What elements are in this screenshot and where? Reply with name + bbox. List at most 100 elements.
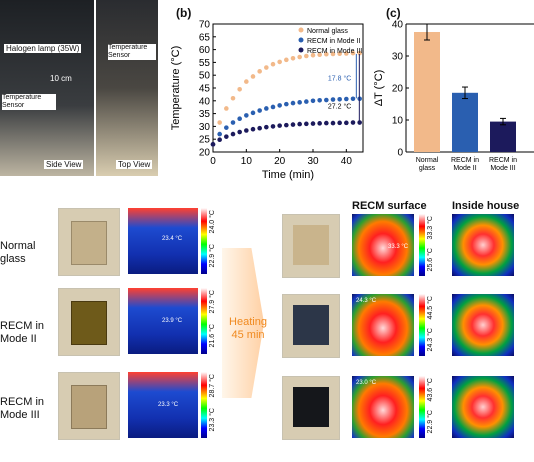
category-label-2: Mode III [490, 165, 515, 172]
data-point-0 [230, 95, 236, 101]
readout-1: 23.4 °C [162, 236, 183, 242]
bar-0 [414, 32, 440, 152]
data-point-0 [257, 69, 262, 74]
data-point-1 [277, 103, 282, 108]
scale-s3-max: 43.6 °C [427, 378, 434, 402]
data-point-1 [284, 101, 289, 107]
surface-readout-3: 23.0 °C [356, 380, 377, 386]
thermal-surface-r3 [352, 376, 414, 438]
data-point-0 [357, 50, 362, 56]
colorbar-3 [201, 372, 207, 438]
data-point-1 [297, 100, 302, 105]
data-point-1 [237, 116, 242, 122]
distance-label: 10 cm [50, 74, 72, 83]
data-point-0 [337, 51, 342, 56]
data-point-1 [224, 125, 229, 130]
annotation-2: 27.2 °C [328, 102, 351, 110]
photo-normal-glass [58, 208, 120, 276]
data-point-2 [357, 120, 362, 125]
side-view-label: Side View [44, 160, 84, 169]
annotation-1: 17.8 °C [328, 74, 351, 82]
y-tick-label: 10 [392, 116, 404, 127]
panel-c-tag: (c) [386, 6, 401, 20]
data-point-0 [284, 57, 289, 63]
data-point-0 [350, 50, 356, 56]
data-point-0 [304, 53, 309, 59]
y-tick-label: 30 [392, 52, 404, 63]
setup-top-photo [96, 0, 158, 176]
top-view-label: Top View [116, 160, 153, 169]
scale-1-min: 22.9 °C [209, 244, 216, 268]
y-tick-label: 35 [199, 109, 211, 120]
thermal-inside-r3 [452, 376, 514, 438]
scale-s1-min: 25.6 °C [427, 248, 434, 272]
data-point-0 [324, 51, 329, 57]
data-point-2 [257, 125, 262, 131]
data-point-1 [324, 97, 329, 103]
colorbar-s1 [419, 214, 425, 276]
y-tick-label: 30 [199, 122, 211, 133]
data-point-0 [277, 59, 282, 65]
data-point-1 [330, 97, 336, 102]
data-point-2 [324, 120, 329, 126]
legend-marker-2 [298, 47, 304, 53]
panel-b-tag: (b) [176, 6, 192, 20]
data-point-2 [244, 128, 249, 133]
surface-readout-1: 33.3 °C [388, 244, 409, 250]
data-point-2 [304, 121, 309, 127]
data-point-0 [217, 120, 222, 125]
scale-2-min: 21.6 °C [209, 324, 216, 348]
data-point-1 [217, 131, 222, 137]
data-point-2 [310, 121, 316, 126]
x-tick-label: 30 [307, 156, 319, 167]
data-point-1 [310, 98, 316, 104]
y-tick-label: 25 [199, 135, 211, 146]
y-axis-label: Temperature (°C) [170, 46, 182, 130]
data-point-1 [317, 97, 322, 103]
data-point-2 [330, 120, 336, 126]
thermal-normal-glass [128, 208, 198, 274]
data-point-1 [337, 96, 342, 102]
data-point-2 [217, 137, 222, 143]
scale-s3-min: 22.9 °C [427, 410, 434, 434]
thermal-inside-r2 [452, 294, 514, 356]
data-point-2 [270, 124, 276, 129]
photo-r1 [282, 214, 340, 278]
photo-recm-mode2 [58, 288, 120, 356]
category-label-1: Mode II [453, 165, 476, 172]
data-point-0 [290, 56, 296, 61]
data-point-2 [210, 142, 216, 147]
thermal-recm-mode3 [128, 372, 198, 438]
scale-3-max: 28.7 °C [209, 374, 216, 398]
y-axis-label: ΔT (°C) [373, 70, 385, 107]
data-point-1 [230, 120, 236, 125]
x-tick-label: 10 [241, 156, 253, 167]
col-surface-title: RECM surface [352, 200, 427, 212]
data-point-0 [250, 74, 256, 79]
row-label-2: RECM in Mode II [0, 320, 45, 345]
data-point-0 [264, 65, 269, 70]
thermal-recm-mode2 [128, 288, 198, 354]
row-label-1: Normal glass [0, 240, 36, 265]
y-tick-label: 65 [199, 32, 211, 43]
data-point-1 [344, 96, 349, 102]
y-tick-label: 20 [392, 84, 404, 95]
legend-marker-0 [298, 27, 304, 33]
data-point-2 [224, 134, 229, 139]
data-point-0 [330, 51, 336, 57]
colorbar-1 [201, 208, 207, 274]
category-label-0: Normal [416, 157, 439, 164]
readout-2: 23.9 °C [162, 318, 183, 324]
data-point-2 [337, 120, 342, 126]
thermal-surface-r2 [352, 294, 414, 356]
y-tick-label: 40 [199, 96, 211, 107]
data-point-1 [257, 108, 262, 113]
data-point-2 [317, 121, 322, 126]
colorbar-2 [201, 288, 207, 354]
data-point-2 [277, 123, 282, 128]
y-tick-label: 0 [397, 148, 403, 159]
row-label-3: RECM in Mode III [0, 396, 45, 421]
bar-1 [452, 92, 478, 152]
scale-s2-max: 44.5 °C [427, 296, 434, 320]
surface-readout-2: 24.3 °C [356, 298, 377, 304]
